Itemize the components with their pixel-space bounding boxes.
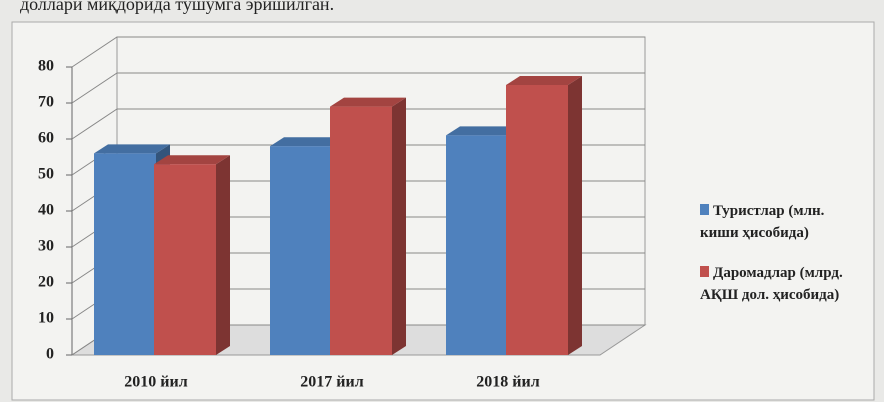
bar-side [216, 155, 230, 355]
bar-top [330, 97, 406, 107]
bar-front [94, 153, 156, 355]
bar [154, 155, 230, 355]
bar [330, 97, 406, 355]
legend-swatch [700, 266, 709, 277]
y-tick-label: 30 [38, 238, 54, 255]
y-tick-label: 70 [38, 94, 54, 111]
bar-side [568, 76, 582, 355]
bar-front [330, 106, 392, 355]
grid-line [71, 108, 645, 140]
grid-line [71, 36, 645, 68]
bar-side [392, 97, 406, 355]
caption: доллари миқдорида тушумга эришилган. [20, 0, 334, 14]
y-tick-label: 20 [38, 274, 54, 291]
y-tick-label: 80 [38, 58, 54, 75]
y-tick-label: 10 [38, 310, 54, 327]
y-tick-label: 0 [46, 346, 54, 363]
bar-front [506, 85, 568, 355]
bar-front [270, 146, 332, 355]
x-tick-label: 2018 йил [476, 374, 539, 391]
bar-front [446, 135, 508, 355]
bar-top [446, 126, 522, 136]
legend-label: Туристлар (млн. киши ҳисобида) [700, 203, 825, 241]
bar-front [154, 164, 216, 355]
legend-swatch [700, 204, 709, 215]
x-tick-label: 2017 йил [300, 374, 363, 391]
x-tick-label: 2010 йил [124, 374, 187, 391]
legend-label: Даромадлар (млрд. АҚШ дол. ҳисобида) [700, 265, 843, 303]
bar-top [154, 155, 230, 165]
bar [506, 76, 582, 355]
grid-line [71, 72, 645, 104]
bar-top [270, 137, 346, 147]
y-tick-label: 60 [38, 130, 54, 147]
y-tick-label: 50 [38, 166, 54, 183]
bar-top [94, 144, 170, 154]
legend-entry: Даромадлар (млрд. АҚШ дол. ҳисобида) [700, 262, 860, 306]
bar-top [506, 76, 582, 85]
legend-entry: Туристлар (млн. киши ҳисобида) [700, 200, 860, 244]
y-tick-label: 40 [38, 202, 54, 219]
